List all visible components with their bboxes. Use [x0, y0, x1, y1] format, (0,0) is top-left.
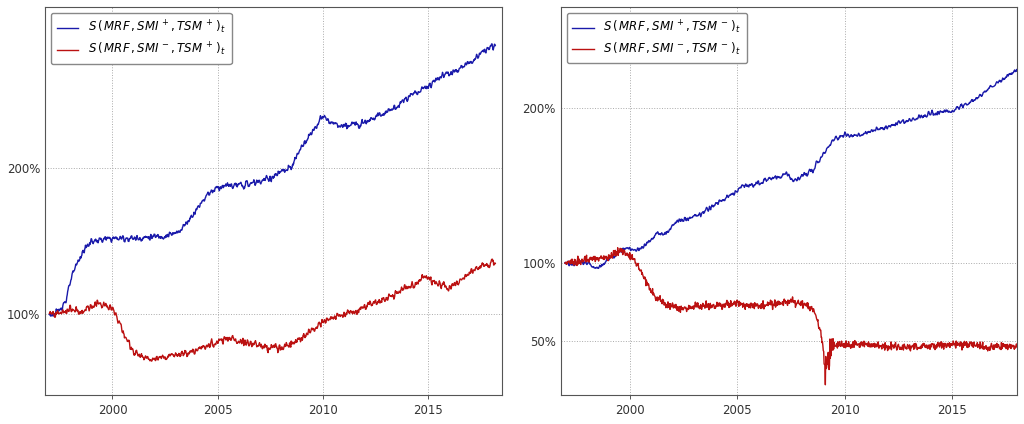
$S\,(\,\mathit{MRF}\,,\mathit{SMI}^{\,+},\mathit{TSM}^{\,+}\,)_{t}$	[228, 181, 241, 187]
$S\,(\,\mathit{MRF}\,,\mathit{SMI}^{\,+},\mathit{TSM}^{\,-}\,)_{t}$	[1015, 66, 1024, 71]
$S\,(\,\mathit{MRF}\,,\mathit{SMI}^{\,-},\mathit{TSM}^{\,+}\,)_{t}$	[145, 359, 158, 364]
$S\,(\,\mathit{MRF}\,,\mathit{SMI}^{\,+},\mathit{TSM}^{\,+}\,)_{t}$	[44, 313, 56, 318]
$S\,(\,\mathit{MRF}\,,\mathit{SMI}^{\,-},\mathit{TSM}^{\,-}\,)_{t}$	[749, 306, 761, 311]
$S\,(\,\mathit{MRF}\,,\mathit{SMI}^{\,-},\mathit{TSM}^{\,-}\,)_{t}$	[611, 245, 624, 250]
Line: $S\,(\,\mathit{MRF}\,,\mathit{SMI}^{\,+},\mathit{TSM}^{\,+}\,)_{t}$: $S\,(\,\mathit{MRF}\,,\mathit{SMI}^{\,+}…	[49, 44, 496, 316]
$S\,(\,\mathit{MRF}\,,\mathit{SMI}^{\,+},\mathit{TSM}^{\,-}\,)_{t}$	[581, 262, 593, 267]
$S\,(\,\mathit{MRF}\,,\mathit{SMI}^{\,-},\mathit{TSM}^{\,+}\,)_{t}$	[386, 292, 398, 297]
$S\,(\,\mathit{MRF}\,,\mathit{SMI}^{\,-},\mathit{TSM}^{\,+}\,)_{t}$	[78, 310, 90, 315]
$S\,(\,\mathit{MRF}\,,\mathit{SMI}^{\,-},\mathit{TSM}^{\,-}\,)_{t}$	[819, 382, 831, 387]
Line: $S\,(\,\mathit{MRF}\,,\mathit{SMI}^{\,+},\mathit{TSM}^{\,-}\,)_{t}$: $S\,(\,\mathit{MRF}\,,\mathit{SMI}^{\,+}…	[565, 66, 1021, 268]
$S\,(\,\mathit{MRF}\,,\mathit{SMI}^{\,-},\mathit{TSM}^{\,+}\,)_{t}$	[486, 257, 499, 262]
$S\,(\,\mathit{MRF}\,,\mathit{SMI}^{\,+},\mathit{TSM}^{\,+}\,)_{t}$	[66, 277, 78, 282]
$S\,(\,\mathit{MRF}\,,\mathit{SMI}^{\,-},\mathit{TSM}^{\,+}\,)_{t}$	[65, 308, 77, 313]
$S\,(\,\mathit{MRF}\,,\mathit{SMI}^{\,-},\mathit{TSM}^{\,+}\,)_{t}$	[228, 338, 241, 343]
$S\,(\,\mathit{MRF}\,,\mathit{SMI}^{\,-},\mathit{TSM}^{\,-}\,)_{t}$	[998, 344, 1011, 349]
$S\,(\,\mathit{MRF}\,,\mathit{SMI}^{\,+},\mathit{TSM}^{\,+}\,)_{t}$	[472, 55, 484, 60]
$S\,(\,\mathit{MRF}\,,\mathit{SMI}^{\,+},\mathit{TSM}^{\,+}\,)_{t}$	[78, 250, 90, 255]
$S\,(\,\mathit{MRF}\,,\mathit{SMI}^{\,-},\mathit{TSM}^{\,+}\,)_{t}$	[43, 311, 55, 316]
$S\,(\,\mathit{MRF}\,,\mathit{SMI}^{\,-},\mathit{TSM}^{\,+}\,)_{t}$	[489, 261, 502, 266]
$S\,(\,\mathit{MRF}\,,\mathit{SMI}^{\,+},\mathit{TSM}^{\,-}\,)_{t}$	[997, 77, 1010, 82]
$S\,(\,\mathit{MRF}\,,\mathit{SMI}^{\,-},\mathit{TSM}^{\,-}\,)_{t}$	[675, 305, 687, 310]
$S\,(\,\mathit{MRF}\,,\mathit{SMI}^{\,+},\mathit{TSM}^{\,+}\,)_{t}$	[489, 43, 502, 48]
$S\,(\,\mathit{MRF}\,,\mathit{SMI}^{\,+},\mathit{TSM}^{\,+}\,)_{t}$	[485, 42, 498, 47]
$S\,(\,\mathit{MRF}\,,\mathit{SMI}^{\,+},\mathit{TSM}^{\,-}\,)_{t}$	[559, 260, 571, 265]
$S\,(\,\mathit{MRF}\,,\mathit{SMI}^{\,-},\mathit{TSM}^{\,-}\,)_{t}$	[594, 256, 606, 261]
$S\,(\,\mathit{MRF}\,,\mathit{SMI}^{\,+},\mathit{TSM}^{\,-}\,)_{t}$	[749, 182, 761, 187]
$S\,(\,\mathit{MRF}\,,\mathit{SMI}^{\,+},\mathit{TSM}^{\,+}\,)_{t}$	[43, 312, 55, 317]
$S\,(\,\mathit{MRF}\,,\mathit{SMI}^{\,-},\mathit{TSM}^{\,-}\,)_{t}$	[1015, 342, 1024, 347]
Legend: $S\,(\,\mathit{MRF}\,,\mathit{SMI}^{\,+},\mathit{TSM}^{\,-}\,)_{t}$, $S\,(\,\mat: $S\,(\,\mathit{MRF}\,,\mathit{SMI}^{\,+}…	[566, 13, 748, 63]
$S\,(\,\mathit{MRF}\,,\mathit{SMI}^{\,+},\mathit{TSM}^{\,-}\,)_{t}$	[594, 263, 606, 268]
$S\,(\,\mathit{MRF}\,,\mathit{SMI}^{\,+},\mathit{TSM}^{\,+}\,)_{t}$	[157, 236, 169, 241]
$S\,(\,\mathit{MRF}\,,\mathit{SMI}^{\,+},\mathit{TSM}^{\,+}\,)_{t}$	[386, 107, 398, 112]
$S\,(\,\mathit{MRF}\,,\mathit{SMI}^{\,+},\mathit{TSM}^{\,-}\,)_{t}$	[910, 116, 923, 121]
Legend: $S\,(\,\mathit{MRF}\,,\mathit{SMI}^{\,+},\mathit{TSM}^{\,+}\,)_{t}$, $S\,(\,\mat: $S\,(\,\mathit{MRF}\,,\mathit{SMI}^{\,+}…	[51, 13, 231, 64]
$S\,(\,\mathit{MRF}\,,\mathit{SMI}^{\,-},\mathit{TSM}^{\,+}\,)_{t}$	[472, 267, 484, 272]
$S\,(\,\mathit{MRF}\,,\mathit{SMI}^{\,-},\mathit{TSM}^{\,-}\,)_{t}$	[559, 261, 571, 266]
$S\,(\,\mathit{MRF}\,,\mathit{SMI}^{\,-},\mathit{TSM}^{\,-}\,)_{t}$	[581, 259, 593, 264]
$S\,(\,\mathit{MRF}\,,\mathit{SMI}^{\,-},\mathit{TSM}^{\,+}\,)_{t}$	[157, 353, 169, 358]
Line: $S\,(\,\mathit{MRF}\,,\mathit{SMI}^{\,-},\mathit{TSM}^{\,+}\,)_{t}$: $S\,(\,\mathit{MRF}\,,\mathit{SMI}^{\,-}…	[49, 259, 496, 361]
Line: $S\,(\,\mathit{MRF}\,,\mathit{SMI}^{\,-},\mathit{TSM}^{\,-}\,)_{t}$: $S\,(\,\mathit{MRF}\,,\mathit{SMI}^{\,-}…	[565, 248, 1021, 385]
$S\,(\,\mathit{MRF}\,,\mathit{SMI}^{\,-},\mathit{TSM}^{\,-}\,)_{t}$	[910, 344, 923, 349]
$S\,(\,\mathit{MRF}\,,\mathit{SMI}^{\,+},\mathit{TSM}^{\,-}\,)_{t}$	[593, 266, 605, 271]
$S\,(\,\mathit{MRF}\,,\mathit{SMI}^{\,+},\mathit{TSM}^{\,-}\,)_{t}$	[1014, 64, 1024, 69]
$S\,(\,\mathit{MRF}\,,\mathit{SMI}^{\,+},\mathit{TSM}^{\,-}\,)_{t}$	[675, 218, 687, 223]
